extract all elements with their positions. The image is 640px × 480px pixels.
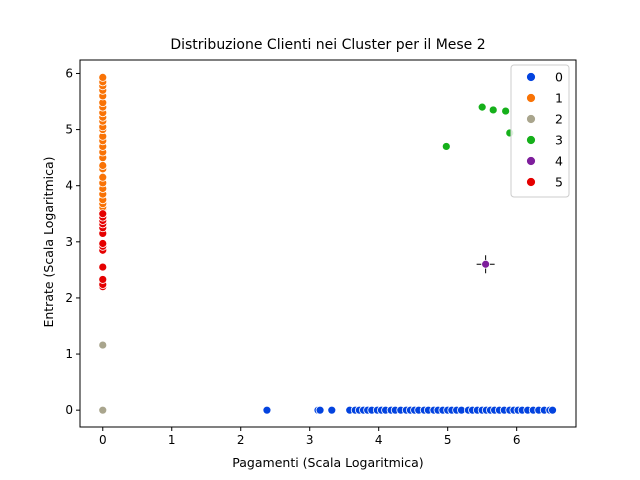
legend-box [510,64,570,198]
data-point [98,275,108,284]
series-5 [98,209,108,292]
data-point [327,405,337,415]
data-point [98,262,108,272]
legend-label: 1 [555,91,563,106]
legend-entry: 2 [526,112,563,127]
data-point [481,259,491,269]
y-tick-label: 1 [65,347,73,361]
data-point [548,405,557,415]
legend-entry: 5 [526,175,563,190]
series-0 [262,405,557,415]
x-tick-label: 1 [168,433,176,447]
data-point [98,209,108,219]
data-point [315,405,325,415]
legend-marker [526,156,536,166]
data-point [262,405,272,415]
data-point [98,340,108,350]
y-tick-label: 6 [65,66,73,80]
data-point [98,72,108,82]
series-2 [98,340,108,415]
plot-frame [79,59,577,428]
chart-title: Distribuzione Clienti nei Cluster per il… [170,37,485,53]
y-tick-label: 2 [65,291,73,305]
x-tick-label: 2 [237,433,245,447]
x-tick-label: 5 [444,433,452,447]
plot-area [98,72,557,415]
legend-marker [526,72,536,82]
legend-entry: 3 [526,133,563,148]
legend-label: 5 [555,175,563,190]
data-point [477,102,487,112]
y-tick-label: 0 [65,403,73,417]
series-4 [476,255,495,274]
legend-entry: 4 [526,154,563,169]
legend: 0 1 2 3 4 5 [510,64,570,198]
legend-label: 0 [555,70,563,85]
data-point [98,161,108,170]
data-point [98,172,108,182]
x-tick-label: 4 [375,433,383,447]
data-point [441,142,451,151]
x-tick-label: 0 [99,433,107,447]
series-1 [98,72,108,214]
data-point [501,106,511,116]
x-tick-label: 6 [513,433,521,447]
axes: 0 1 2 3 4 5 6 0 1 2 3 4 5 6 [65,59,577,447]
data-point [488,105,498,115]
data-point [98,405,108,415]
legend-label: 3 [555,133,563,148]
legend-marker [526,93,536,103]
y-tick-label: 3 [65,235,73,249]
legend-label: 2 [555,112,563,127]
legend-entry: 1 [526,91,563,106]
legend-marker [526,177,536,187]
legend-marker [526,114,536,124]
legend-entry: 0 [526,70,563,85]
x-axis-label: Pagamenti (Scala Logaritmica) [232,455,423,470]
y-axis-label: Entrate (Scala Logaritmica) [41,156,56,327]
data-point [98,239,108,248]
series-3 [441,102,515,151]
y-tick-label: 5 [65,123,73,137]
legend-label: 4 [555,154,563,169]
y-tick-label: 4 [65,179,73,193]
legend-marker [526,135,536,145]
x-tick-label: 3 [306,433,314,447]
